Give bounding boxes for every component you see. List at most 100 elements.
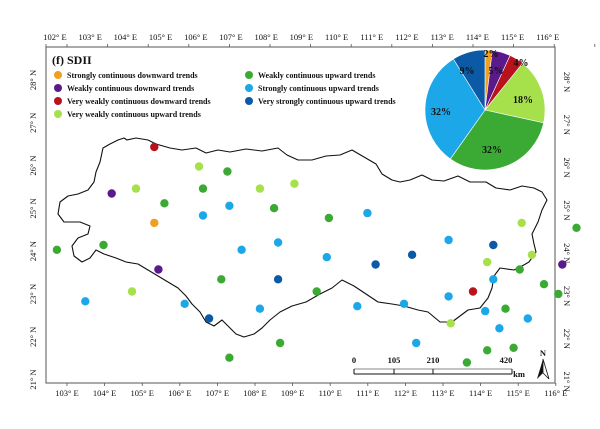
- left-tick-label: 28° N: [28, 70, 38, 90]
- station-point: [204, 314, 214, 323]
- station-point: [353, 302, 362, 311]
- station-point: [312, 287, 321, 296]
- station-point: [572, 223, 581, 232]
- left-tick-label: 21° N: [28, 370, 38, 390]
- bottom-tick-label: 116° E: [544, 388, 567, 398]
- station-point: [483, 346, 492, 355]
- top-tick-label: 103° E: [78, 32, 101, 42]
- bottom-tick-label: 107° E: [206, 388, 229, 398]
- top-tick-label: 105° E: [149, 32, 172, 42]
- station-point: [444, 235, 453, 245]
- bottom-tick-label: 104° E: [93, 388, 116, 398]
- north-label: N: [540, 348, 547, 358]
- top-longitude-ticks: 102° E 103° E 104° E 105° E 106° E 107° E 108°…: [43, 32, 596, 47]
- station-point: [523, 314, 532, 323]
- station-point: [444, 292, 453, 301]
- right-latitude-ticks: 28° N 27° N 26° N 25° N 24° N 23° N 22° N 21° N: [562, 72, 572, 392]
- station-point: [275, 338, 285, 348]
- legend-swatch: [54, 84, 62, 92]
- left-tick-label: 23° N: [28, 284, 38, 304]
- top-tick-label: 104° E: [114, 32, 137, 42]
- station-point: [150, 142, 159, 152]
- pie-label: 4%: [514, 58, 529, 69]
- legend-label: Very strongly continuous upward trends: [258, 97, 396, 106]
- station-point: [399, 299, 409, 308]
- legend-label: Strongly continuous downward trends: [67, 71, 198, 80]
- station-point: [154, 265, 163, 274]
- left-tick-label: 27° N: [28, 113, 38, 133]
- top-tick-label: 109° E: [290, 32, 313, 42]
- bottom-tick-label: 103° E: [55, 388, 78, 398]
- right-tick-label: 21° N: [562, 372, 572, 392]
- pie-label: 2%: [484, 49, 499, 60]
- bottom-tick-label: 105° E: [130, 388, 153, 398]
- scale-tick-0: 0: [352, 355, 356, 365]
- station-point: [489, 240, 498, 250]
- station-point: [225, 201, 234, 210]
- pie-label: 18%: [513, 95, 533, 106]
- station-point: [107, 189, 116, 198]
- station-point: [468, 287, 478, 296]
- bottom-tick-label: 110° E: [319, 388, 342, 398]
- station-point: [324, 213, 334, 223]
- legend-label: Weakly continuous downward trends: [67, 84, 194, 93]
- scale-unit: km: [513, 369, 525, 379]
- bottom-tick-label: 115° E: [507, 388, 530, 398]
- top-tick-label: 115° E: [501, 32, 524, 42]
- right-tick-label: 26° N: [562, 158, 572, 178]
- station-point: [99, 240, 108, 250]
- station-point: [194, 162, 204, 171]
- left-latitude-ticks: 28° N 27° N 26° N 25° N 24° N 23° N 22° N 21° N: [28, 70, 38, 390]
- station-point: [446, 319, 455, 328]
- station-point: [273, 275, 283, 284]
- scale-tick-420: 420: [500, 355, 513, 365]
- station-point: [225, 353, 234, 362]
- bottom-tick-label: 109° E: [281, 388, 304, 398]
- station-point: [255, 304, 265, 313]
- pie-slice: [424, 58, 486, 160]
- pie-label: 32%: [431, 107, 451, 118]
- legend-swatch: [54, 110, 62, 118]
- pie-slice: [452, 49, 486, 112]
- bottom-tick-label: 114° E: [469, 388, 492, 398]
- top-tick-label: 113° E: [431, 32, 454, 42]
- station-point: [363, 208, 372, 218]
- station-points: [52, 142, 581, 367]
- station-point: [322, 253, 331, 262]
- station-point: [223, 167, 232, 176]
- pie-slice: [484, 62, 546, 124]
- bottom-tick-label: 111° E: [356, 388, 379, 398]
- top-tick-label: 110° E: [325, 32, 348, 42]
- station-point: [180, 299, 189, 308]
- station-point: [481, 306, 490, 316]
- legend-label: Strongly continuous upward trends: [258, 84, 379, 93]
- top-tick-label: 111° E: [360, 32, 383, 42]
- bottom-tick-label: 112° E: [394, 388, 417, 398]
- map-frame: [45, 46, 556, 384]
- right-tick-label: 23° N: [562, 286, 572, 306]
- station-point: [81, 297, 90, 306]
- top-tick-label: 106° E: [184, 32, 207, 42]
- left-tick-label: 26° N: [28, 156, 38, 176]
- station-point: [501, 304, 510, 313]
- bottom-longitude-ticks: 103° E 104° E 105° E 106° E 107° E 108° E 109°…: [55, 383, 567, 398]
- station-point: [273, 238, 283, 247]
- bottom-tick-label: 108° E: [243, 388, 266, 398]
- station-point: [131, 184, 141, 193]
- top-tick-label: 102° E: [43, 32, 66, 42]
- station-point: [517, 218, 526, 228]
- right-tick-label: 25° N: [562, 200, 572, 220]
- pie-label: 9%: [460, 66, 475, 77]
- station-point: [198, 211, 208, 220]
- station-point: [52, 245, 62, 254]
- pie-label: 32%: [482, 145, 502, 156]
- station-point: [237, 245, 246, 254]
- top-tick-label: 112° E: [395, 32, 418, 42]
- right-tick-label: 28° N: [562, 72, 572, 92]
- right-tick-label: 24° N: [562, 243, 572, 263]
- legend-label: Very weakly continuous downward trends: [67, 97, 211, 106]
- station-point: [217, 275, 226, 284]
- legend-swatch: [245, 84, 253, 92]
